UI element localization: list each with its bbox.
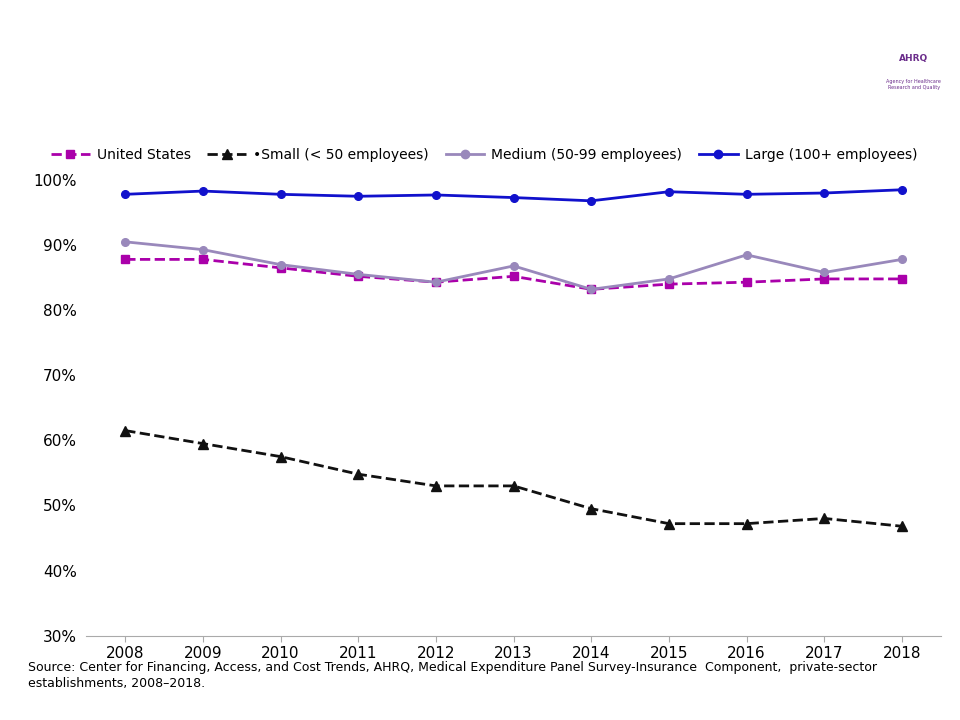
Legend: United States, •Small (< 50 employees), Medium (50-99 employees), Large (100+ em: United States, •Small (< 50 employees), … [45, 143, 923, 168]
Text: Source: Center for Financing, Access, and Cost Trends, AHRQ, Medical Expenditure: Source: Center for Financing, Access, an… [29, 660, 877, 690]
Text: Figure 3. Offer rate: Percentage of private-sector employees in
establishments t: Figure 3. Offer rate: Percentage of priv… [107, 25, 777, 100]
Ellipse shape [881, 0, 960, 292]
Text: Agency for Healthcare
Research and Quality: Agency for Healthcare Research and Quali… [886, 79, 942, 90]
Text: AHRQ: AHRQ [900, 54, 928, 63]
